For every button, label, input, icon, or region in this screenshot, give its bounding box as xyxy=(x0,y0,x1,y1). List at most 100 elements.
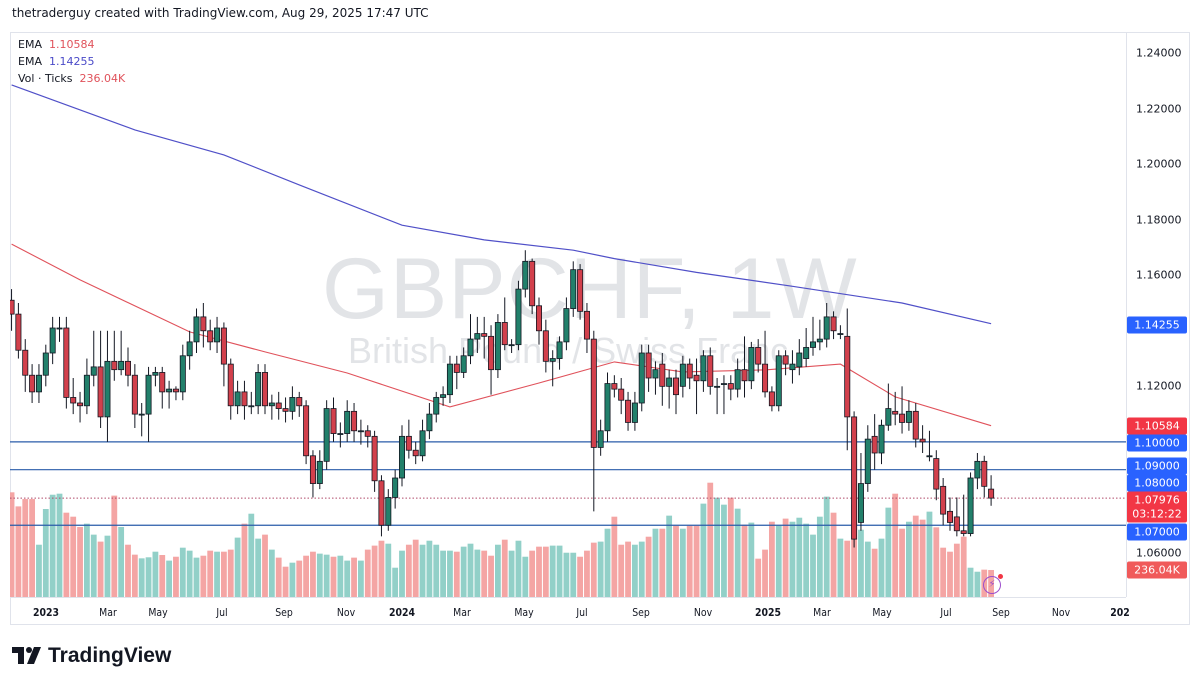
volume-bar xyxy=(275,557,282,597)
volume-bar xyxy=(248,513,255,597)
volume-bar xyxy=(412,539,419,597)
volume-bar xyxy=(899,528,905,597)
candle-body xyxy=(638,352,645,404)
volume-bar xyxy=(36,544,42,597)
candle-body xyxy=(56,327,63,330)
candle-body xyxy=(241,391,248,407)
volume-bar xyxy=(214,551,220,597)
volume-bar xyxy=(330,556,337,597)
candle-body xyxy=(446,363,453,396)
legend-ema-slow[interactable]: EMA 1.14255 xyxy=(18,55,95,68)
ema-slow-line xyxy=(11,84,992,325)
volume-bar xyxy=(131,554,138,597)
price-tick: 1.22000 xyxy=(1136,102,1182,116)
volume-bar xyxy=(590,542,597,597)
candle-body xyxy=(159,372,166,393)
candle-body xyxy=(501,322,508,346)
bar-countdown: 03:12:22 xyxy=(1127,505,1187,523)
candle-body xyxy=(926,455,933,458)
volume-bar xyxy=(440,550,446,597)
tradingview-logo[interactable]: TradingView xyxy=(12,644,171,668)
candle-body xyxy=(755,347,762,365)
candle-body xyxy=(63,327,70,398)
candle-body xyxy=(337,433,344,435)
time-axis[interactable] xyxy=(10,597,1126,626)
horizontal-levels xyxy=(10,441,1126,526)
lightning-icon[interactable]: ⚡ xyxy=(983,574,1003,594)
volume-bar xyxy=(577,556,583,597)
candle-body xyxy=(70,397,77,404)
candle-body xyxy=(261,372,268,407)
volume-bar xyxy=(871,548,878,597)
volume-bar xyxy=(323,554,330,597)
candle-body xyxy=(440,394,447,398)
volume-bar xyxy=(378,540,385,597)
volume-bar xyxy=(679,528,686,597)
candle-body xyxy=(344,410,351,434)
candle-body xyxy=(673,377,680,396)
candle-body xyxy=(522,260,529,290)
volume-bar xyxy=(399,550,405,597)
candles xyxy=(10,250,995,548)
candle-body xyxy=(741,369,748,382)
volume-bar xyxy=(864,541,871,597)
volume-bar xyxy=(878,538,885,597)
price-axis[interactable] xyxy=(1126,32,1191,597)
candle-body xyxy=(988,488,995,499)
time-tick: Jul xyxy=(940,606,952,619)
candle-body xyxy=(542,330,549,362)
candle-body xyxy=(419,430,426,457)
indicator-legend: EMA 1.10584 EMA 1.14255 Vol · Ticks 236.… xyxy=(18,36,125,87)
volume-bar xyxy=(638,541,645,597)
candle-body xyxy=(700,355,707,382)
volume-bar xyxy=(659,528,666,597)
volume-bar xyxy=(810,534,816,597)
volume-bar xyxy=(22,499,29,597)
volume-bar xyxy=(282,566,289,597)
volume-bar xyxy=(419,544,426,597)
candle-body xyxy=(371,435,378,482)
volume-bar xyxy=(207,550,214,597)
candle-body xyxy=(782,355,789,365)
candle-body xyxy=(200,316,207,332)
volume-bar xyxy=(803,523,810,597)
candle-body xyxy=(837,333,844,335)
candle-body xyxy=(693,374,700,382)
volume-bar xyxy=(755,558,762,597)
candle-body xyxy=(844,335,851,418)
chart-frame xyxy=(10,32,1190,625)
candle-body xyxy=(878,424,885,454)
candle-body xyxy=(810,341,817,348)
legend-volume[interactable]: Vol · Ticks 236.04K xyxy=(18,72,126,85)
ema-slow-badge: 1.14255 xyxy=(1127,316,1187,334)
time-tick: Nov xyxy=(1051,606,1071,619)
candle-body xyxy=(830,316,837,332)
candle-body xyxy=(597,430,604,448)
volume-bar xyxy=(885,507,892,597)
volume-bar xyxy=(364,549,371,597)
candle-body xyxy=(625,399,632,423)
volume-bar xyxy=(837,538,844,597)
candle-body xyxy=(912,410,919,440)
time-tick: Nov xyxy=(693,606,713,619)
candle-body xyxy=(179,355,186,393)
volume-bar xyxy=(467,543,474,597)
volume-bar xyxy=(597,541,604,597)
candle-body xyxy=(659,363,666,387)
volume-bar xyxy=(536,546,542,597)
time-tick: Mar xyxy=(99,606,117,619)
candle-body xyxy=(967,477,974,534)
level-badge-1-08: 1.08000 xyxy=(1127,474,1187,492)
volume-bar xyxy=(782,518,789,597)
candle-body xyxy=(42,352,49,376)
ema-lines xyxy=(11,84,992,427)
candle-body xyxy=(796,352,803,368)
candle-body xyxy=(940,485,947,515)
ema-fast-badge: 1.10584 xyxy=(1127,417,1187,435)
candle-body xyxy=(666,377,673,387)
volume-bar xyxy=(173,556,179,597)
candle-body xyxy=(234,391,241,407)
legend-ema-fast[interactable]: EMA 1.10584 xyxy=(18,38,95,51)
candle-body xyxy=(15,313,22,351)
